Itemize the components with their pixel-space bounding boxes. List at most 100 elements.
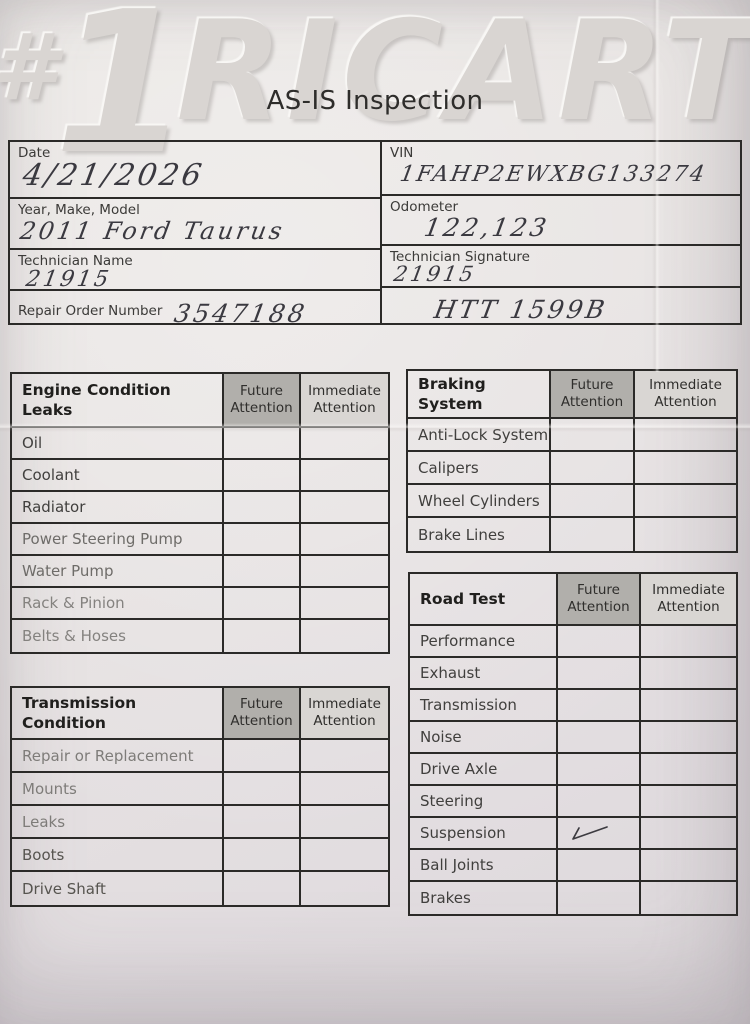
table-row: Brake Lines [408, 518, 736, 551]
future-attention-cell [549, 518, 633, 551]
field-value-handwritten: 21915 [24, 267, 114, 291]
field-value-handwritten: 1FAHP2EWXBG133274 [398, 162, 709, 187]
future-attention-cell [222, 620, 299, 652]
row-label: Drive Shaft [22, 879, 106, 898]
row-label: Radiator [22, 498, 86, 516]
table-title: Engine Condition Leaks [22, 380, 171, 419]
table-title: Braking System [418, 374, 486, 413]
immediate-attention-cell [639, 786, 736, 816]
future-attention-cell [556, 722, 639, 752]
table-row: Performance [410, 626, 736, 658]
row-label: Steering [420, 792, 484, 810]
immediate-attention-cell [639, 882, 736, 914]
row-label: Rack & Pinion [22, 594, 125, 612]
form-title: AS-IS Inspection [266, 86, 484, 116]
future-attention-cell [222, 556, 299, 586]
form-field: Odometer 122,123 [382, 196, 740, 246]
field-label: Date [18, 145, 51, 161]
immediate-attention-cell [299, 556, 388, 586]
field-label: Technician Signature [390, 249, 530, 265]
row-label: Mounts [22, 779, 77, 798]
column-header-future-attention: Future Attention [549, 371, 633, 417]
transmission-condition-table: Transmission Condition Future Attention … [10, 686, 390, 907]
road-test-table: Road Test Future Attention Immediate Att… [408, 572, 738, 916]
immediate-attention-cell [299, 872, 388, 905]
immediate-attention-cell [299, 492, 388, 522]
future-attention-cell [222, 872, 299, 905]
field-label: VIN [390, 145, 414, 161]
row-label: Repair or Replacement [22, 746, 194, 765]
future-attention-cell [222, 806, 299, 837]
table-row: Coolant [12, 460, 388, 492]
immediate-attention-cell [639, 658, 736, 688]
row-label: Belts & Hoses [22, 627, 126, 645]
header-fields-table: Date 4/21/2026 Year, Make, Model 2011 Ford … [8, 140, 742, 325]
form-field: Year, Make, Model 2011 Ford Taurus [10, 199, 380, 250]
form-field: Date 4/21/2026 [10, 142, 380, 199]
immediate-attention-cell [299, 460, 388, 490]
checkmark-icon [566, 823, 612, 847]
column-header-immediate-attention: Immediate Attention [299, 374, 388, 426]
table-row: Anti-Lock System [408, 419, 736, 452]
field-value-handwritten: 2011 Ford Taurus [18, 217, 288, 245]
future-attention-cell [556, 818, 639, 848]
row-label: Wheel Cylinders [418, 491, 540, 510]
table-row: Mounts [12, 773, 388, 806]
table-header-row: Engine Condition Leaks Future Attention … [12, 374, 388, 428]
watermark-brand-name: RICART [176, 0, 750, 152]
immediate-attention-cell [633, 518, 736, 551]
future-attention-cell [222, 588, 299, 618]
column-header-immediate-attention: Immediate Attention [639, 574, 736, 624]
column-header-future-attention: Future Attention [556, 574, 639, 624]
table-row: Exhaust [410, 658, 736, 690]
header-fields-right-column: VIN 1FAHP2EWXBG133274 Odometer 122,123 Techn… [382, 142, 740, 323]
table-row: Suspension [410, 818, 736, 850]
table-row: Calipers [408, 452, 736, 485]
field-value-handwritten: 21915 [392, 262, 479, 286]
table-row: Brakes [410, 882, 736, 914]
immediate-attention-cell [299, 524, 388, 554]
future-attention-cell [556, 626, 639, 656]
future-attention-cell [549, 485, 633, 516]
future-attention-cell [222, 839, 299, 870]
future-attention-cell [556, 658, 639, 688]
table-row: Belts & Hoses [12, 620, 388, 652]
future-attention-cell [549, 419, 633, 450]
immediate-attention-cell [299, 588, 388, 618]
table-row: Power Steering Pump [12, 524, 388, 556]
table-row: Wheel Cylinders [408, 485, 736, 518]
table-row: Rack & Pinion [12, 588, 388, 620]
future-attention-cell [556, 882, 639, 914]
future-attention-cell [222, 492, 299, 522]
immediate-attention-cell [633, 419, 736, 450]
immediate-attention-cell [639, 626, 736, 656]
header-fields-left-column: Date 4/21/2026 Year, Make, Model 2011 Ford … [10, 142, 382, 323]
field-value-handwritten: 122,123 [422, 213, 552, 242]
immediate-attention-cell [299, 806, 388, 837]
engine-condition-leaks-table: Engine Condition Leaks Future Attention … [10, 372, 390, 654]
immediate-attention-cell [299, 839, 388, 870]
form-field: Repair Order Number 3547188 [10, 291, 380, 323]
table-row: Ball Joints [410, 850, 736, 882]
table-row: Leaks [12, 806, 388, 839]
field-label: Repair Order Number [18, 303, 163, 319]
row-label: Water Pump [22, 562, 114, 580]
row-label: Power Steering Pump [22, 530, 183, 548]
immediate-attention-cell [299, 740, 388, 771]
future-attention-cell [222, 740, 299, 771]
form-field: HTT 1599B [382, 288, 740, 323]
column-header-future-attention: Future Attention [222, 374, 299, 426]
row-label: Boots [22, 845, 65, 864]
immediate-attention-cell [633, 485, 736, 516]
row-label: Performance [420, 632, 516, 650]
table-row: Water Pump [12, 556, 388, 588]
immediate-attention-cell [639, 754, 736, 784]
future-attention-cell [222, 773, 299, 804]
future-attention-cell [556, 850, 639, 880]
table-header-row: Road Test Future Attention Immediate Att… [410, 574, 736, 626]
row-label: Noise [420, 728, 462, 746]
table-header-row: Transmission Condition Future Attention … [12, 688, 388, 740]
table-title: Road Test [420, 589, 506, 608]
table-row: Noise [410, 722, 736, 754]
